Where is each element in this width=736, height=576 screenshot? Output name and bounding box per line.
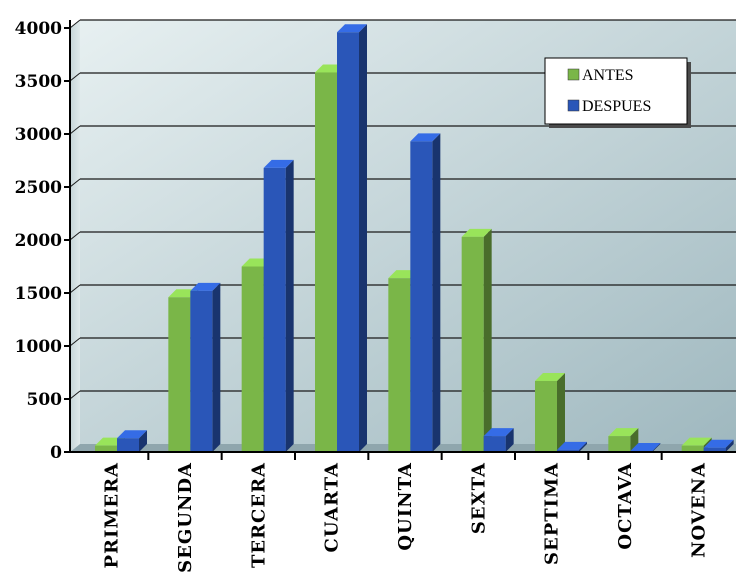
legend-swatch-antes <box>567 68 580 81</box>
y-tick-label: 1500 <box>15 284 62 304</box>
bar-top <box>263 159 294 168</box>
bar-side <box>652 442 661 452</box>
bar-front <box>535 380 557 452</box>
bar-front <box>461 236 484 452</box>
legend-label-despues: DESPUES <box>582 98 651 115</box>
x-tick-label: QUINTA <box>395 462 416 551</box>
bar-top <box>630 442 661 451</box>
bar-top <box>681 437 712 446</box>
bar-despues-novena <box>703 439 734 452</box>
bar-side <box>359 24 367 453</box>
y-tick-label: 3000 <box>15 125 62 145</box>
bar-front <box>263 167 286 453</box>
bar-top <box>535 372 565 381</box>
legend-swatch-despues <box>567 99 580 112</box>
legend-label-antes: ANTES <box>582 67 634 84</box>
bar-despues-primera <box>117 430 147 452</box>
bar-top <box>117 430 147 439</box>
gridline-depth <box>69 125 81 135</box>
x-tick-label: OCTAVA <box>615 462 636 550</box>
bar-despues-tercera <box>263 159 294 453</box>
bar-top <box>461 228 492 237</box>
bar-front <box>95 445 117 452</box>
bar-side <box>212 282 221 452</box>
bar-front <box>190 290 213 452</box>
x-tick-label: SEXTA <box>468 462 489 534</box>
bar-despues-cuarta <box>337 24 367 453</box>
gridline-depth <box>69 19 81 29</box>
bar-side <box>505 428 514 452</box>
bar-top <box>337 24 367 33</box>
bar-side <box>579 441 587 452</box>
bar-top <box>410 133 441 142</box>
bar-side <box>139 430 147 452</box>
x-tick-label: TERCERA <box>248 462 269 568</box>
bar-front <box>557 449 579 452</box>
bar-front <box>388 278 411 452</box>
bar-antes-octava <box>608 428 639 452</box>
legend: ANTES DESPUES <box>544 57 691 128</box>
gridline-depth <box>69 337 81 347</box>
bar-front <box>337 32 359 453</box>
bar-front <box>703 447 726 452</box>
bar-side <box>557 372 565 452</box>
bar-front <box>483 436 506 452</box>
bar-side <box>285 159 294 453</box>
bar-front <box>117 438 139 452</box>
y-tick-label: 4000 <box>15 19 62 39</box>
bar-top <box>703 439 734 448</box>
bar-front <box>410 141 433 453</box>
gridline-depth <box>69 72 81 82</box>
bar-top <box>483 428 514 437</box>
x-tick-label: PRIMERA <box>102 462 123 569</box>
y-tick-label: 2000 <box>15 231 62 251</box>
bar-top <box>608 428 639 437</box>
y-tick-label: 1000 <box>15 337 62 357</box>
bar-top <box>557 441 587 450</box>
gridline-depth <box>69 231 81 241</box>
bar-antes-sexta <box>461 228 492 452</box>
bar-side <box>432 133 441 453</box>
bar-side <box>630 428 639 452</box>
bar-front <box>681 445 704 452</box>
bar-side <box>725 439 734 452</box>
y-tick-label: 0 <box>50 443 62 463</box>
y-tick-label: 3500 <box>15 72 62 92</box>
bar-despues-sexta <box>483 428 514 452</box>
bar-front <box>241 266 264 452</box>
bar-front <box>608 436 631 452</box>
x-tick-label: SEPTIMA <box>542 462 563 565</box>
gridline-depth <box>69 390 81 400</box>
bar-despues-segunda <box>190 282 221 452</box>
bar-front <box>315 72 337 453</box>
gridline-depth <box>69 178 81 188</box>
x-tick-label: CUARTA <box>322 462 343 552</box>
bar-despues-quinta <box>410 133 441 453</box>
bar-despues-septima <box>557 441 587 452</box>
bar-antes-septima <box>535 372 565 452</box>
bar-front <box>168 297 191 452</box>
x-tick-label: SEGUNDA <box>175 462 196 573</box>
bar-top <box>190 282 221 291</box>
gridline-depth <box>69 284 81 294</box>
bar-side <box>483 228 492 452</box>
y-tick-label: 500 <box>27 390 63 410</box>
x-tick-label: NOVENA <box>688 462 709 558</box>
y-tick-label: 2500 <box>15 178 62 198</box>
